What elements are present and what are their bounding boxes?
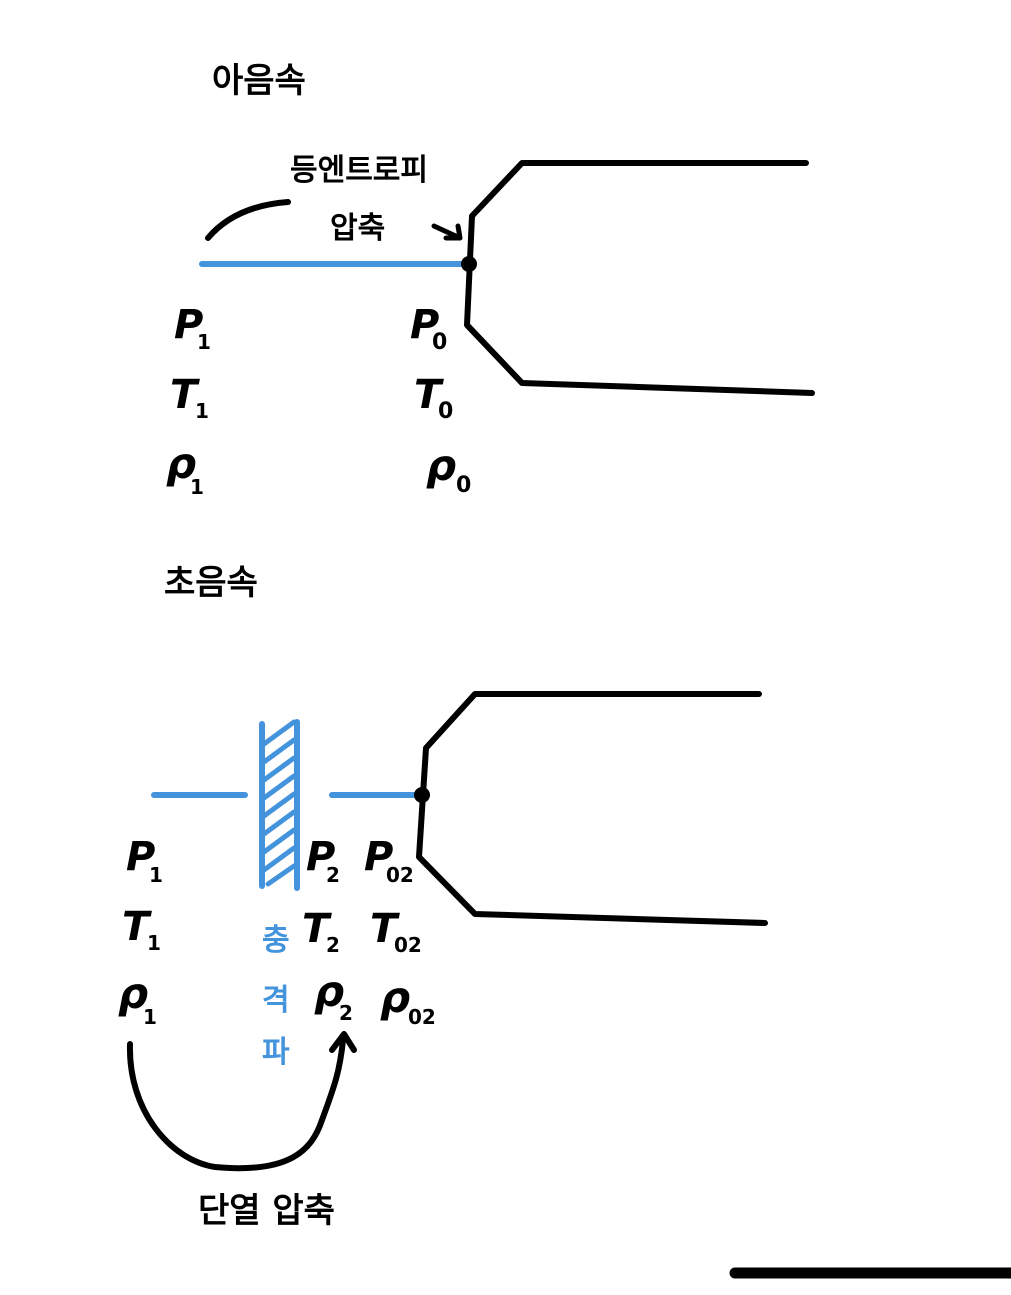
supersonic-rho2: ρ — [314, 967, 344, 1016]
adiabatic-compression-label: 단열 압축 — [198, 1191, 335, 1231]
shock-label-char-2: 격 — [262, 983, 290, 1018]
supersonic-rho1: ρ — [118, 969, 148, 1018]
supersonic-rho02: ρ — [380, 973, 410, 1022]
supersonic-rho1-sub: 1 — [143, 1005, 157, 1029]
subsonic-probe-body — [464, 160, 815, 396]
supersonic-p1: P — [126, 834, 155, 880]
subsonic-rho1: ρ — [166, 439, 196, 488]
supersonic-t2: T — [302, 906, 332, 952]
isentropic-note-arrow — [431, 223, 463, 241]
supersonic-heading: 초음속 — [164, 563, 258, 603]
isentropic-note-line1: 등엔트로피 — [290, 153, 428, 188]
shock-wave-band — [259, 719, 300, 891]
supersonic-rho2-sub: 2 — [339, 1001, 353, 1025]
subsonic-t0: T — [414, 372, 444, 418]
supersonic-stagnation-point — [414, 787, 430, 803]
subsonic-p1-sub: 1 — [197, 330, 211, 354]
isentropic-note-curve — [205, 199, 291, 241]
supersonic-probe-body — [416, 691, 768, 926]
supersonic-p02-sub: 02 — [386, 863, 414, 887]
subsonic-heading: 아음속 — [212, 61, 306, 101]
supersonic-t1-sub: 1 — [147, 931, 161, 955]
adiabatic-arrow-head — [329, 1031, 357, 1053]
shock-label-char-3: 파 — [262, 1035, 290, 1070]
adiabatic-compression-arrow — [126, 1037, 346, 1172]
subsonic-p0-sub: 0 — [432, 330, 447, 355]
subsonic-rho0-sub: 0 — [456, 473, 471, 498]
shock-label-char-1: 충 — [262, 923, 290, 958]
supersonic-t02: T — [370, 906, 400, 952]
subsonic-t1: T — [170, 372, 200, 418]
supersonic-p1-sub: 1 — [149, 863, 163, 887]
supersonic-p2: P — [306, 834, 335, 880]
supersonic-rho02-sub: 02 — [408, 1005, 436, 1029]
subsonic-p1: P — [174, 302, 203, 348]
supersonic-t2-sub: 2 — [326, 933, 340, 957]
supersonic-p02: P — [364, 834, 393, 880]
supersonic-t1: T — [122, 904, 152, 950]
subsonic-rho1-sub: 1 — [190, 475, 204, 499]
subsonic-p0: P — [410, 302, 439, 348]
supersonic-t02-sub: 02 — [394, 933, 422, 957]
subsonic-t0-sub: 0 — [438, 399, 453, 424]
subsonic-stagnation-point — [461, 256, 477, 272]
subsonic-rho0: ρ — [426, 441, 456, 490]
supersonic-p2-sub: 2 — [326, 863, 340, 887]
isentropic-note-line2: 압축 — [330, 211, 385, 246]
subsonic-t1-sub: 1 — [195, 399, 209, 423]
